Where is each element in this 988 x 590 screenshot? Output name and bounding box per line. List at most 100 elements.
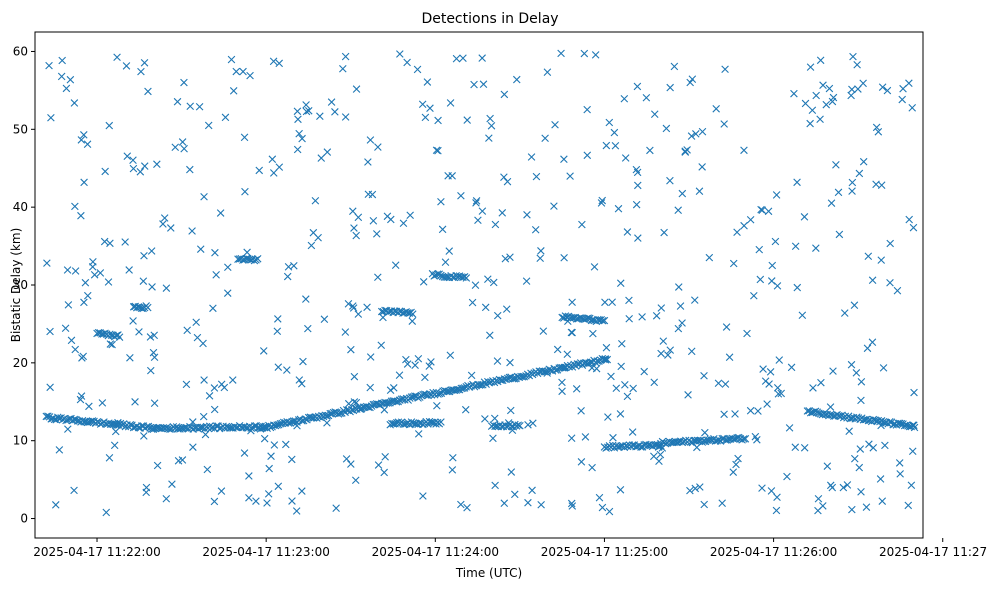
data-point bbox=[725, 353, 734, 362]
data-point bbox=[369, 217, 378, 225]
data-point bbox=[772, 506, 781, 515]
data-point bbox=[777, 389, 786, 398]
x-tick-label: 2025-04-17 11:27:00 bbox=[879, 545, 988, 559]
data-point bbox=[442, 387, 451, 396]
data-point bbox=[605, 118, 614, 127]
data-point bbox=[463, 116, 471, 124]
data-point bbox=[389, 384, 398, 392]
data-point bbox=[182, 380, 191, 389]
data-point bbox=[602, 141, 611, 150]
data-point bbox=[863, 344, 872, 353]
data-point bbox=[153, 461, 162, 470]
data-point bbox=[623, 392, 632, 401]
data-point bbox=[537, 247, 545, 255]
data-point bbox=[568, 298, 576, 307]
y-tick-label: 20 bbox=[13, 356, 28, 370]
data-point bbox=[457, 500, 465, 509]
data-point bbox=[905, 215, 913, 224]
data-point bbox=[621, 154, 630, 162]
data-point bbox=[904, 501, 913, 510]
data-point bbox=[316, 112, 324, 121]
data-point bbox=[399, 219, 408, 228]
data-point bbox=[607, 372, 615, 381]
data-point bbox=[865, 440, 873, 449]
data-point bbox=[331, 108, 339, 116]
data-point bbox=[828, 483, 837, 492]
data-point bbox=[290, 261, 298, 270]
data-point bbox=[332, 504, 340, 512]
data-point bbox=[341, 113, 350, 121]
data-point bbox=[567, 499, 576, 508]
data-point bbox=[558, 363, 567, 372]
data-point bbox=[855, 169, 864, 178]
data-point bbox=[692, 130, 700, 138]
data-point bbox=[740, 146, 748, 155]
data-point bbox=[595, 493, 604, 502]
data-point bbox=[652, 311, 661, 320]
data-point bbox=[539, 327, 548, 335]
data-point bbox=[188, 227, 196, 235]
data-point bbox=[115, 333, 124, 341]
data-point bbox=[523, 210, 531, 219]
data-point bbox=[560, 155, 568, 163]
data-point bbox=[755, 245, 764, 254]
data-point bbox=[90, 270, 99, 279]
data-point bbox=[470, 80, 478, 89]
data-point bbox=[674, 283, 683, 291]
data-point bbox=[474, 216, 482, 225]
data-point bbox=[787, 363, 796, 372]
data-point bbox=[560, 253, 568, 262]
data-point bbox=[847, 360, 856, 369]
data-point bbox=[898, 95, 907, 104]
data-point bbox=[910, 388, 918, 397]
data-point bbox=[55, 446, 64, 454]
data-point bbox=[793, 178, 801, 187]
data-point bbox=[366, 136, 375, 144]
x-tick-label: 2025-04-17 11:25:00 bbox=[541, 545, 668, 559]
data-point bbox=[791, 443, 800, 452]
data-point bbox=[633, 82, 642, 91]
data-point bbox=[150, 399, 159, 407]
data-point bbox=[140, 251, 148, 260]
data-point bbox=[829, 93, 838, 102]
data-point bbox=[550, 202, 558, 210]
data-point bbox=[660, 439, 668, 447]
data-point bbox=[522, 277, 531, 285]
data-point bbox=[327, 98, 336, 106]
data-point bbox=[452, 386, 461, 394]
data-point bbox=[657, 349, 665, 358]
data-point bbox=[260, 423, 269, 432]
x-tick-label: 2025-04-17 11:26:00 bbox=[710, 545, 837, 559]
data-point bbox=[601, 356, 610, 364]
data-point bbox=[302, 295, 310, 303]
data-point bbox=[274, 363, 283, 371]
data-point bbox=[551, 120, 559, 129]
data-point bbox=[224, 263, 232, 272]
data-point bbox=[583, 151, 592, 160]
data-point bbox=[524, 498, 532, 507]
data-point bbox=[189, 443, 197, 451]
data-point bbox=[910, 423, 919, 432]
data-point bbox=[886, 278, 894, 287]
data-point bbox=[404, 309, 412, 317]
data-point bbox=[150, 331, 159, 340]
data-point bbox=[666, 176, 674, 185]
scatter-points bbox=[42, 49, 919, 517]
data-point bbox=[104, 278, 113, 286]
data-point bbox=[449, 453, 457, 462]
data-point bbox=[262, 423, 270, 432]
data-point bbox=[347, 460, 355, 468]
data-point bbox=[71, 202, 79, 211]
data-point bbox=[178, 456, 187, 464]
data-point bbox=[265, 464, 273, 473]
data-point bbox=[43, 259, 51, 267]
data-point bbox=[71, 345, 80, 354]
data-point bbox=[241, 187, 249, 196]
data-point bbox=[537, 500, 545, 509]
data-point bbox=[674, 324, 683, 333]
data-point bbox=[718, 499, 726, 507]
data-point bbox=[445, 247, 454, 255]
data-point bbox=[886, 239, 894, 248]
data-point bbox=[446, 99, 455, 107]
